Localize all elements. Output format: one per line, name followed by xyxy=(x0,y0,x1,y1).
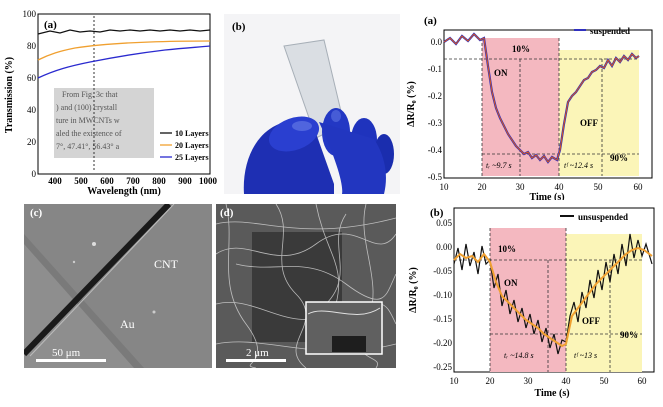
response-a-p10: 10% xyxy=(512,44,530,54)
curve-25-layers xyxy=(37,45,211,79)
transmission-xtick: 800 xyxy=(152,176,166,186)
sem-left-scale-bar xyxy=(36,359,106,362)
transmission-xtick: 700 xyxy=(126,176,140,186)
overlay-text-line: ) and (100) crystall xyxy=(56,103,118,112)
sem-right-label: (d) xyxy=(220,207,234,219)
curve-20-layers xyxy=(37,40,211,61)
response-a-xtick: 30 xyxy=(516,182,526,192)
transmission-panel-label: (a) xyxy=(44,19,57,31)
response-a-xtick: 40 xyxy=(555,182,565,192)
response-a-ylabel: ΔR/R₀ (%) xyxy=(406,81,417,127)
au-label: Au xyxy=(120,317,135,331)
response-b-xtick: 30 xyxy=(524,376,534,386)
response-b-xtick: 20 xyxy=(486,376,496,386)
response-a-xtick: 20 xyxy=(478,182,488,192)
transmission-xtick: 600 xyxy=(100,176,114,186)
response-b-chart: (b) 10% ON OFF 90% tᵣ ~14.8 s tᶠ ~13 s u… xyxy=(408,207,655,399)
legend-10-layers: 10 Layers xyxy=(175,129,209,138)
response-b-ytick: -0.15 xyxy=(433,314,452,324)
response-b-xtick: 50 xyxy=(600,376,610,386)
legend-20-layers: 20 Layers xyxy=(175,141,209,150)
response-a-tr: tᵣ ~9.7 s xyxy=(486,161,512,170)
overlay-text-line: From Fig. 3c that xyxy=(62,90,118,99)
response-b-ytick: -0.05 xyxy=(433,266,452,276)
transmission-ytick: 100 xyxy=(23,9,37,19)
response-a-ytick: -0.3 xyxy=(428,118,443,128)
transmission-ytick: 60 xyxy=(27,73,37,83)
response-b-tf: tᶠ ~13 s xyxy=(574,351,597,360)
transmission-ytick: 40 xyxy=(27,105,37,115)
response-a-xtick: 60 xyxy=(634,182,644,192)
response-b-ytick: -0.10 xyxy=(433,290,452,300)
transmission-xtick: 500 xyxy=(74,176,88,186)
overlay-text-box xyxy=(54,88,154,158)
response-a-ytick: -0.5 xyxy=(428,172,443,182)
response-b-signal xyxy=(453,246,653,348)
response-a-chart: (a) 10% ON OFF 90% tᵣ ~9.7 s tᶠ ~12.4 s … xyxy=(406,15,653,200)
response-a-ytick: -0.4 xyxy=(428,145,443,155)
transmission-xtick: 1000 xyxy=(199,176,218,186)
response-b-ytick: -0.20 xyxy=(433,338,452,348)
response-a-ytick: -0.2 xyxy=(428,91,442,101)
response-b-xtick: 10 xyxy=(450,376,460,386)
response-a-xlabel: Time (s) xyxy=(529,192,564,200)
response-b-xlabel: Time (s) xyxy=(534,388,569,399)
transmission-ytick: 20 xyxy=(27,137,37,147)
response-b-off: OFF xyxy=(582,316,600,326)
response-a-tf: tᶠ ~12.4 s xyxy=(564,161,593,170)
film-edge-line xyxy=(24,204,172,357)
response-b-xtick: 60 xyxy=(638,376,648,386)
transmission-ytick: 80 xyxy=(27,41,37,51)
response-a-ytick: 0.0 xyxy=(431,37,443,47)
response-a-off: OFF xyxy=(580,118,598,128)
sem-right-scale-bar xyxy=(226,359,286,362)
response-a-on: ON xyxy=(494,68,508,78)
sem-left-panel: (c) CNT Au 50 μm xyxy=(24,204,212,368)
off-region xyxy=(566,234,642,372)
response-b-on: ON xyxy=(504,278,518,288)
response-b-ytick: -0.25 xyxy=(433,362,452,372)
sem-right-panel: (d) 2 μm xyxy=(216,204,396,368)
sem-right-scale: 2 μm xyxy=(246,347,269,359)
response-a-legend: suspended xyxy=(590,26,630,36)
sem-left-label: (c) xyxy=(30,207,43,219)
response-a-label: (a) xyxy=(424,15,437,27)
cnt-region xyxy=(24,204,212,368)
transmission-ylabel: Transmission (%) xyxy=(4,57,15,133)
blue-glove xyxy=(243,108,394,194)
transmission-ytick: 0 xyxy=(32,169,37,179)
overlay-text-line: ture in MWCNTs w xyxy=(56,116,120,125)
response-b-ytick: 0.05 xyxy=(436,218,452,228)
on-region xyxy=(490,228,566,372)
response-b-p10: 10% xyxy=(498,244,516,254)
photo-panel: (b) xyxy=(224,14,400,194)
transmission-xtick: 400 xyxy=(48,176,62,186)
response-b-xtick: 40 xyxy=(562,376,572,386)
photo-panel-label: (b) xyxy=(232,21,246,33)
sem-left-scale: 50 μm xyxy=(52,347,81,359)
transmission-xlabel: Wavelength (nm) xyxy=(87,186,161,197)
response-a-p90: 90% xyxy=(610,153,628,163)
response-b-tr: tᵣ ~14.8 s xyxy=(504,351,534,360)
transmission-chart: (a) 100 80 60 40 20 0 400 500 600 700 80… xyxy=(4,9,218,197)
response-a-ytick: -0.1 xyxy=(428,64,442,74)
transmission-xtick: 900 xyxy=(178,176,192,186)
response-b-legend: unsuspended xyxy=(578,212,628,222)
response-b-signal-raw xyxy=(453,233,653,355)
response-a-xtick: 10 xyxy=(440,182,450,192)
response-a-xtick: 50 xyxy=(594,182,604,192)
response-b-ytick: 0.00 xyxy=(436,242,452,252)
overlay-text-line: aled the existence of xyxy=(56,129,122,138)
legend-25-layers: 25 Layers xyxy=(175,153,209,162)
response-b-ylabel: ΔR/R₀ (%) xyxy=(408,267,419,313)
overlay-text-line: 7°, 47.41°, 56.43° a xyxy=(56,142,120,151)
curve-10-layers xyxy=(37,29,211,35)
au-region xyxy=(24,244,134,368)
off-region xyxy=(559,50,639,176)
response-b-label: (b) xyxy=(430,207,444,219)
cnt-label: CNT xyxy=(154,257,179,271)
response-b-p90: 90% xyxy=(620,330,638,340)
